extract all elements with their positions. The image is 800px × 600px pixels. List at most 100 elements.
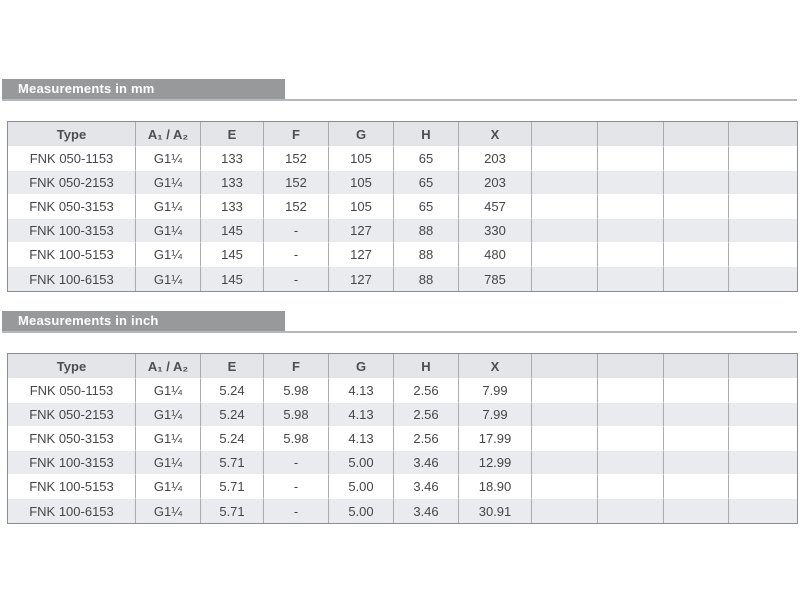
value-cell — [729, 379, 797, 403]
value-cell: 133 — [201, 195, 264, 219]
column-header-e: E — [201, 354, 264, 379]
value-cell: 2.56 — [394, 379, 459, 403]
value-cell: G1¼ — [136, 499, 201, 523]
value-cell: 785 — [459, 267, 532, 291]
value-cell: 145 — [201, 243, 264, 267]
value-cell — [532, 403, 598, 427]
value-cell — [729, 195, 797, 219]
column-header-empty-10 — [729, 354, 797, 379]
value-cell: 105 — [329, 195, 394, 219]
column-header-x: X — [459, 354, 532, 379]
value-cell: 5.00 — [329, 475, 394, 499]
table-row: FNK 100-3153 G1¼ 145-127 88 330 — [8, 219, 797, 243]
value-cell — [598, 499, 664, 523]
value-cell: 5.98 — [264, 379, 329, 403]
value-cell — [664, 219, 729, 243]
table-row: FNK 050-1153 G1¼ 5.24 5.98 4.13 2.56 7.99 — [8, 379, 797, 403]
column-header-h: H — [394, 122, 459, 147]
value-cell: 5.24 — [201, 403, 264, 427]
value-cell: G1¼ — [136, 451, 201, 475]
table-row: FNK 050-2153 G1¼ 133 152 105 65 203 — [8, 171, 797, 195]
column-header-empty-8 — [598, 354, 664, 379]
value-cell: 88 — [394, 243, 459, 267]
value-cell — [664, 171, 729, 195]
table-row: FNK 050-2153 G1¼ 5.24 5.98 4.13 2.56 7.99 — [8, 403, 797, 427]
value-cell — [598, 475, 664, 499]
value-cell: G1¼ — [136, 147, 201, 171]
value-cell: - — [264, 219, 329, 243]
value-cell — [729, 243, 797, 267]
table-row: FNK 050-1153 G1¼ 133 152 105 65 203 — [8, 147, 797, 171]
value-cell — [664, 499, 729, 523]
value-cell: 5.00 — [329, 451, 394, 475]
value-cell: - — [264, 243, 329, 267]
table-row: FNK 100-6153 G1¼ 5.71-5.00 3.46 30.91 — [8, 499, 797, 523]
value-cell: - — [264, 475, 329, 499]
value-cell: 2.56 — [394, 403, 459, 427]
table-row: FNK 100-5153 G1¼ 5.71-5.00 3.46 18.90 — [8, 475, 797, 499]
value-cell: 3.46 — [394, 451, 459, 475]
value-cell: 5.71 — [201, 475, 264, 499]
value-cell — [532, 147, 598, 171]
value-cell: 133 — [201, 147, 264, 171]
column-header-a-a: A₁ / A₂ — [136, 122, 201, 147]
value-cell — [729, 499, 797, 523]
value-cell: 105 — [329, 171, 394, 195]
value-cell — [598, 451, 664, 475]
column-header-x: X — [459, 122, 532, 147]
value-cell — [729, 267, 797, 291]
type-cell: FNK 100-5153 — [8, 243, 136, 267]
value-cell: 4.13 — [329, 427, 394, 451]
section-title-mm: Measurements in mm — [2, 79, 285, 99]
column-header-g: G — [329, 122, 394, 147]
table-row: FNK 050-3153 G1¼ 5.24 5.98 4.13 2.56 17.99 — [8, 427, 797, 451]
type-cell: FNK 050-3153 — [8, 427, 136, 451]
type-cell: FNK 050-1153 — [8, 379, 136, 403]
value-cell: 480 — [459, 243, 532, 267]
value-cell: 127 — [329, 219, 394, 243]
column-header-f: F — [264, 122, 329, 147]
value-cell: 5.98 — [264, 427, 329, 451]
header-row: Type A₁ / A₂ E F G H X — [8, 354, 797, 379]
value-cell: 2.56 — [394, 427, 459, 451]
column-header-empty-7 — [532, 122, 598, 147]
table-header-row: Type A₁ / A₂ E F G H X — [8, 122, 797, 147]
value-cell: - — [264, 499, 329, 523]
value-cell: 88 — [394, 219, 459, 243]
section-measurements-mm: Measurements in mm Type A₁ / A₂ E F G H X FNK … — [0, 79, 800, 292]
value-cell: 5.24 — [201, 427, 264, 451]
value-cell: 5.00 — [329, 499, 394, 523]
value-cell: 30.91 — [459, 499, 532, 523]
value-cell: G1¼ — [136, 475, 201, 499]
value-cell: G1¼ — [136, 379, 201, 403]
value-cell: 203 — [459, 147, 532, 171]
value-cell — [598, 403, 664, 427]
value-cell: G1¼ — [136, 267, 201, 291]
value-cell — [532, 499, 598, 523]
value-cell: G1¼ — [136, 403, 201, 427]
value-cell — [598, 219, 664, 243]
value-cell — [598, 147, 664, 171]
value-cell: 127 — [329, 243, 394, 267]
value-cell: 5.98 — [264, 403, 329, 427]
value-cell: G1¼ — [136, 195, 201, 219]
value-cell: 152 — [264, 195, 329, 219]
value-cell — [729, 147, 797, 171]
type-cell: FNK 100-6153 — [8, 267, 136, 291]
column-header-empty-8 — [598, 122, 664, 147]
column-header-g: G — [329, 354, 394, 379]
value-cell — [729, 171, 797, 195]
value-cell — [664, 379, 729, 403]
value-cell — [664, 147, 729, 171]
value-cell: 65 — [394, 195, 459, 219]
value-cell: 12.99 — [459, 451, 532, 475]
value-cell: 152 — [264, 147, 329, 171]
value-cell — [664, 451, 729, 475]
type-cell: FNK 050-2153 — [8, 171, 136, 195]
column-header-type: Type — [8, 354, 136, 379]
table-row: FNK 100-3153 G1¼ 5.71-5.00 3.46 12.99 — [8, 451, 797, 475]
value-cell — [598, 243, 664, 267]
value-cell: 65 — [394, 171, 459, 195]
value-cell: 105 — [329, 147, 394, 171]
table-row: FNK 050-3153 G1¼ 133 152 105 65 457 — [8, 195, 797, 219]
